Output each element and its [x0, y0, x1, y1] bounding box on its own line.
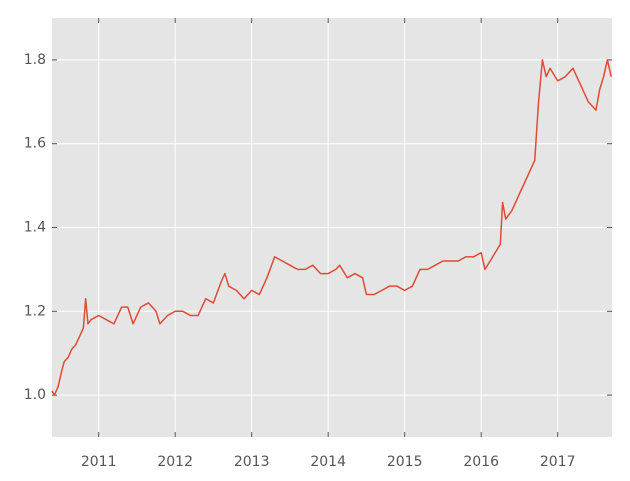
- x-tick-label: 2016: [463, 454, 499, 470]
- x-tick-label: 2013: [234, 454, 270, 470]
- x-tick-label: 2012: [157, 454, 193, 470]
- x-tick-label: 2017: [540, 454, 576, 470]
- x-tick-label: 2011: [81, 454, 117, 470]
- y-tick-label: 1.4: [24, 220, 46, 236]
- x-tick-label: 2015: [387, 454, 423, 470]
- y-tick-label: 1.2: [24, 303, 46, 319]
- y-tick-label: 1.8: [24, 52, 46, 68]
- data-line: [51, 59, 612, 396]
- x-tick-label: 2014: [310, 454, 346, 470]
- y-tick-label: 1.0: [24, 387, 46, 403]
- y-tick-label: 1.6: [24, 136, 46, 152]
